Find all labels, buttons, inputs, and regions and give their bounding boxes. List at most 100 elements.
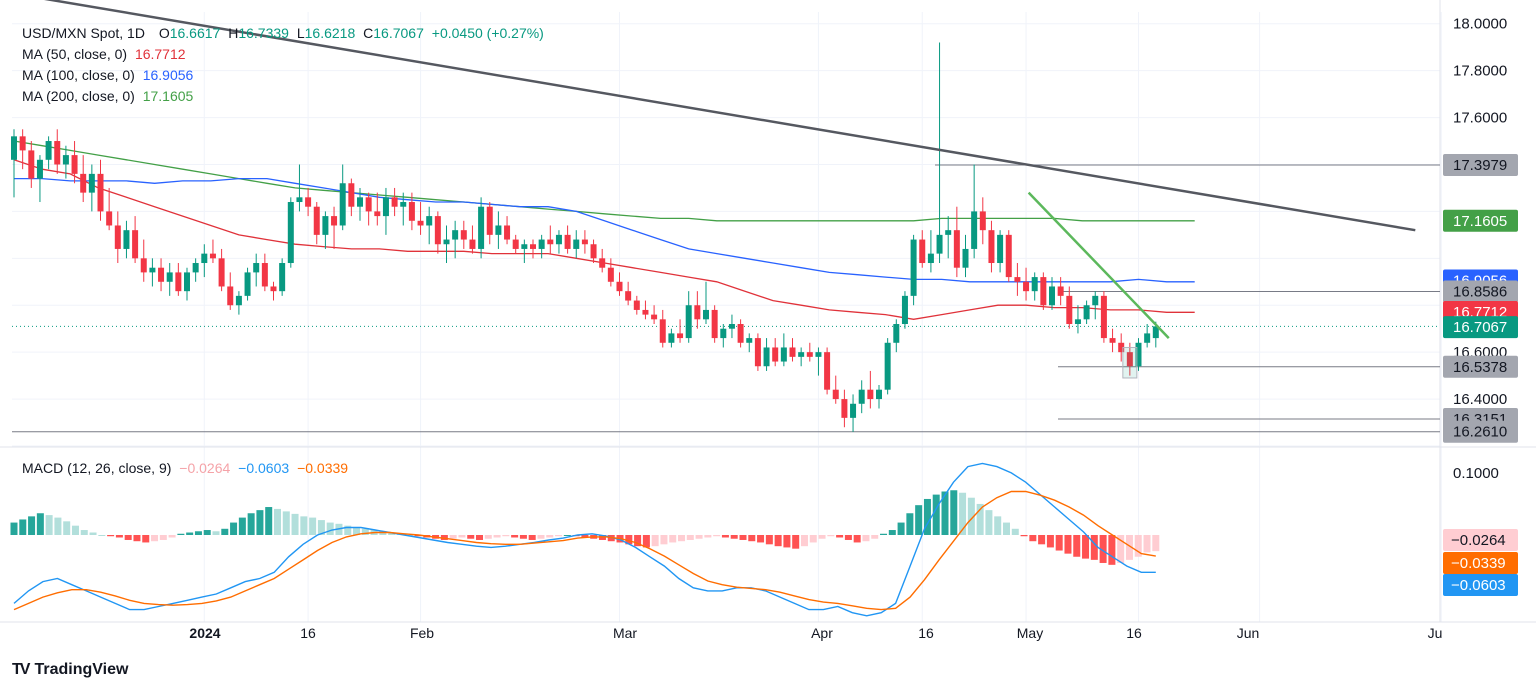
macd-histogram-bar [265, 507, 273, 535]
time-tick-label: Ju [1428, 625, 1443, 641]
candle-body [651, 314, 658, 320]
macd-histogram-bar [1055, 535, 1063, 551]
candle-body [720, 328, 727, 339]
ma50-value: 16.7712 [134, 46, 186, 62]
macd-histogram-bar [730, 535, 738, 539]
candle-body [1074, 319, 1081, 325]
candle-body [677, 333, 684, 339]
candle-body [1152, 326, 1159, 339]
candle-body [62, 155, 69, 165]
candle-body [504, 225, 511, 240]
macd-histogram-bar [115, 535, 123, 538]
macd-histogram-bar [669, 535, 677, 543]
legend-ma200: MA (200, close, 0) 17.1605 [22, 87, 197, 105]
close-value: 16.7067 [373, 25, 424, 41]
candle-body [555, 234, 562, 245]
macd-histogram-bar [686, 535, 694, 540]
macd-histogram-bar [142, 535, 150, 543]
open-value: 16.6617 [169, 25, 221, 41]
highlight-box [1122, 346, 1138, 379]
candle-body [1066, 295, 1073, 325]
macd-histogram-bar [1073, 535, 1081, 557]
macd-histogram-bar [959, 492, 967, 535]
price-tag-bg [1443, 153, 1518, 176]
trendlines[interactable] [11, 0, 1416, 339]
candle-body [1057, 286, 1064, 296]
macd-histogram-bar [186, 532, 194, 535]
candle-body [114, 225, 121, 249]
ma200-label: MA (200, close, 0) [22, 88, 135, 104]
macd-histogram-bar [282, 511, 290, 535]
macd-histogram-bar [660, 535, 668, 545]
candle-body [305, 197, 312, 207]
macd-histogram-bar [537, 535, 545, 539]
macd-histogram-bar [440, 535, 448, 540]
macd-histogram-bar [555, 535, 563, 537]
price-tick-label: 16.4000 [1453, 391, 1507, 408]
macd-histogram-bar [581, 535, 589, 538]
grid [0, 0, 1536, 623]
time-tick-label: 16 [918, 625, 934, 641]
macd-histogram-bar [273, 508, 281, 535]
legend-ma100: MA (100, close, 0) 16.9056 [22, 66, 197, 84]
horizontal-levels [12, 164, 1440, 433]
price-tag-label: 17.3979 [1453, 157, 1507, 174]
macd-histogram-bar [827, 535, 835, 537]
price-tag-label: 16.5378 [1453, 359, 1507, 376]
time-tick-label: Mar [613, 625, 637, 641]
macd-histogram-bar [230, 522, 238, 535]
candle-body [581, 239, 588, 245]
macd-histogram [10, 490, 1160, 565]
candles[interactable] [11, 42, 1159, 432]
macd-histogram-bar [502, 535, 510, 537]
candle-body [184, 272, 190, 292]
candle-body [789, 347, 796, 357]
time-tick-label: 16 [300, 625, 316, 641]
macd-histogram-bar [467, 535, 475, 539]
candle-body [253, 263, 260, 273]
macd-histogram-bar [353, 527, 361, 535]
macd-histogram-bar [177, 533, 185, 535]
price-tag-label: 16.7067 [1453, 319, 1507, 336]
candle-body [1014, 277, 1021, 282]
candle-body [703, 309, 709, 320]
candle-body [331, 216, 338, 226]
candle-body [270, 286, 277, 292]
macd-histogram-bar [1143, 535, 1151, 553]
candle-body [1100, 295, 1107, 339]
candle-body [227, 286, 234, 306]
macd-histogram-bar [458, 535, 466, 538]
legend-ma50: MA (50, close, 0) 16.7712 [22, 45, 190, 63]
ma100-line [14, 177, 1195, 283]
macd-histogram-bar [107, 535, 115, 537]
tradingview-brand[interactable]: TV TradingView [12, 661, 128, 679]
candle-body [166, 272, 173, 282]
change-value: +0.0450 (+0.27%) [431, 25, 544, 41]
legend-macd: MACD (12, 26, close, 9) −0.0264 −0.0603 … [22, 459, 352, 477]
candle-body [495, 225, 502, 235]
macd-histogram-bar [63, 521, 71, 535]
candle-body [11, 136, 17, 160]
candle-body [806, 352, 813, 357]
macd-histogram-bar [818, 535, 826, 539]
open-label: O [158, 25, 170, 41]
candle-body [434, 216, 441, 245]
candle-body [607, 267, 614, 282]
candle-body [616, 281, 623, 292]
candle-body [149, 267, 156, 273]
price-tag-bg [1443, 316, 1518, 339]
ma200-line [13, 140, 1195, 222]
macd-histogram-bar [713, 535, 721, 537]
candle-body [599, 258, 606, 268]
candle-body [893, 324, 900, 343]
candle-body [279, 263, 286, 292]
macd-histogram-bar [168, 535, 176, 538]
macd-histogram-bar [309, 517, 317, 535]
candle-body [382, 197, 389, 217]
candle-body [235, 295, 242, 306]
macd-tag-bg [1443, 529, 1518, 551]
candle-body [521, 244, 528, 249]
macd-histogram-bar [388, 532, 396, 535]
macd-histogram-bar [546, 535, 554, 538]
